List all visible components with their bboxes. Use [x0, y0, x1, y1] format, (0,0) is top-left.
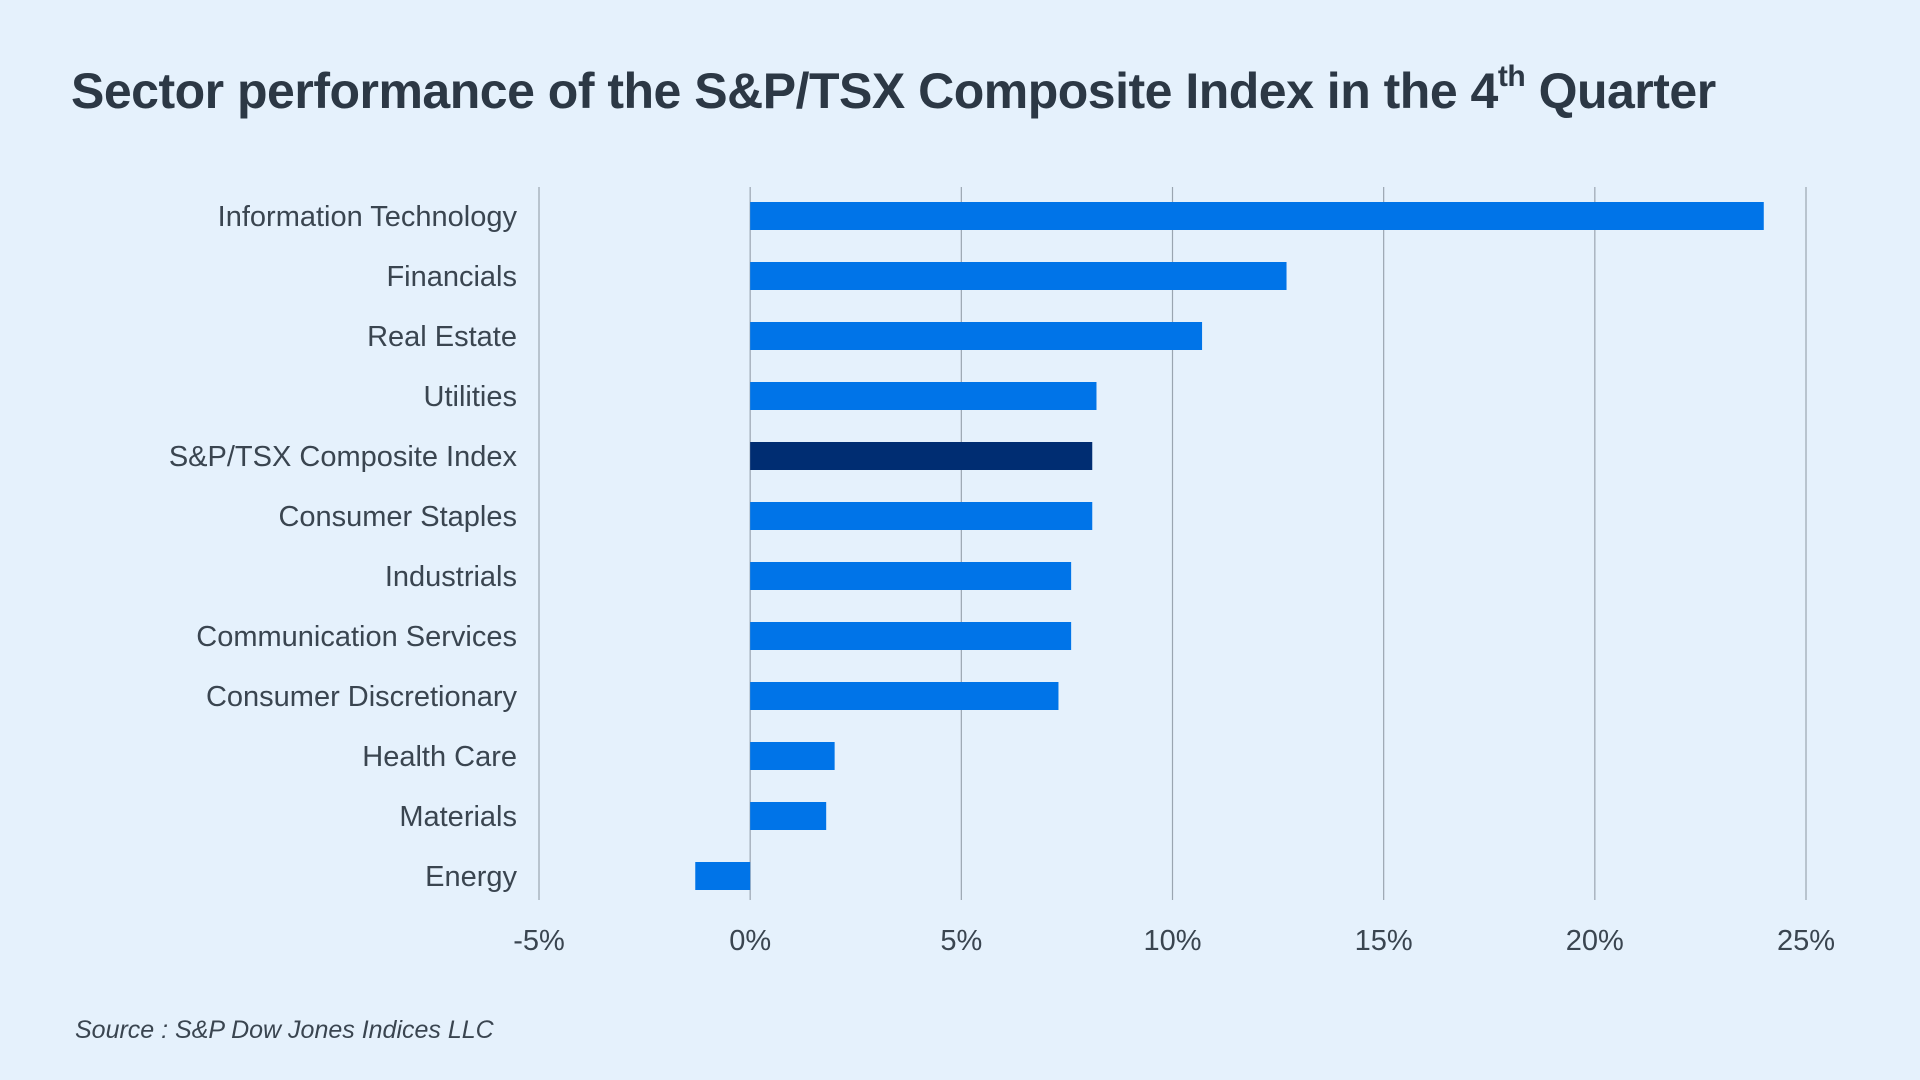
category-label: Energy [425, 861, 517, 893]
category-labels: Information Technology Financials Real Est… [169, 201, 518, 893]
x-tick-label: 15% [1355, 925, 1413, 957]
category-label: Communication Services [196, 621, 517, 653]
category-label: Consumer Staples [278, 501, 517, 533]
bar-financials [750, 262, 1287, 290]
category-label: Materials [399, 801, 517, 833]
chart-title-end: Quarter [1525, 63, 1717, 119]
bar-materials [750, 802, 827, 830]
x-tick-label: 20% [1566, 925, 1624, 957]
x-axis-ticks: -5% 0% 5% 10% 15% 20% 25% [513, 925, 1835, 957]
category-label: Consumer Discretionary [206, 681, 518, 713]
bar-health-care [750, 742, 835, 770]
category-label: Health Care [362, 741, 517, 773]
category-label: S&P/TSX Composite Index [169, 441, 518, 473]
x-tick-label: 5% [940, 925, 982, 957]
chart-title-main: Sector performance of the S&P/TSX Compos… [71, 63, 1498, 119]
bar-consumer-staples [750, 502, 1093, 530]
bar-utilities [750, 382, 1097, 410]
bar-information-technology [750, 202, 1764, 230]
x-tick-label: 10% [1143, 925, 1201, 957]
x-tick-label: 0% [729, 925, 771, 957]
category-label: Utilities [424, 381, 517, 413]
bar-consumer-discretionary [750, 682, 1059, 710]
category-label: Financials [386, 261, 517, 293]
bar-energy [695, 862, 751, 890]
source-note: Source : S&P Dow Jones Indices LLC [75, 1016, 494, 1044]
category-label: Industrials [385, 561, 517, 593]
bar-industrials [750, 562, 1072, 590]
category-label: Real Estate [367, 321, 517, 353]
bar-real-estate [750, 322, 1203, 350]
chart-title-superscript: th [1497, 60, 1526, 94]
x-tick-label: -5% [513, 925, 565, 957]
bar-communication-services [750, 622, 1072, 650]
category-label: Information Technology [218, 201, 518, 233]
gridlines [538, 187, 1807, 900]
bar-s-p-tsx-composite-index [750, 442, 1093, 470]
bars [695, 202, 1764, 890]
chart-title: Sector performance of the S&P/TSX Compos… [71, 60, 1717, 120]
x-tick-label: 25% [1777, 925, 1835, 957]
